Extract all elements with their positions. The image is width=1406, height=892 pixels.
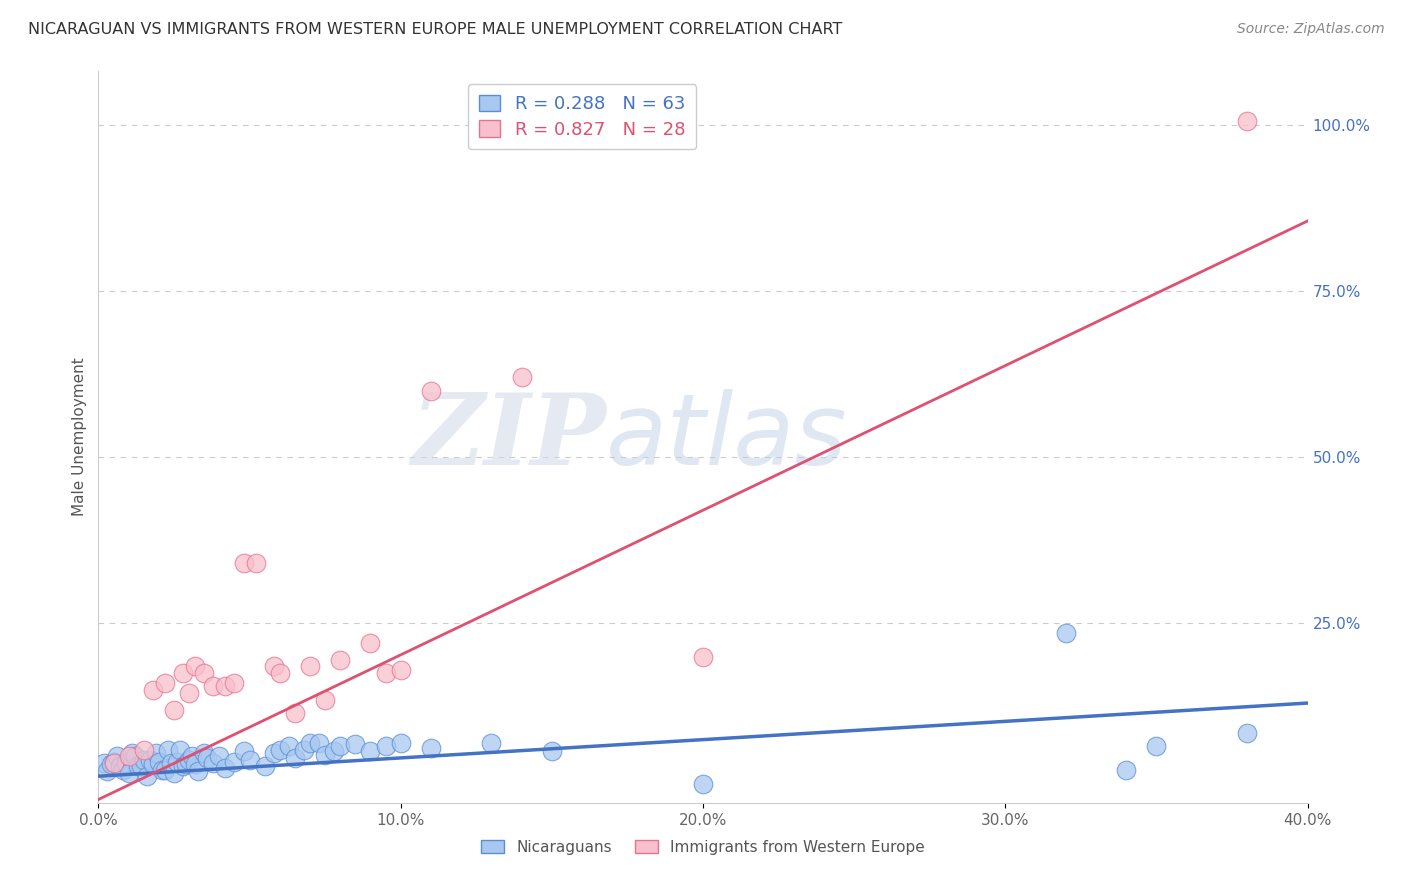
- Y-axis label: Male Unemployment: Male Unemployment: [72, 358, 87, 516]
- Point: [142, 682, 165, 697]
- Point: [374, 739, 396, 754]
- Point: [374, 666, 396, 681]
- Point: [121, 746, 143, 760]
- Point: [481, 736, 503, 750]
- Point: [269, 742, 291, 756]
- Point: [100, 757, 122, 772]
- Point: [314, 692, 336, 706]
- Point: [329, 653, 352, 667]
- Point: [105, 749, 128, 764]
- Point: [292, 742, 315, 756]
- Point: [172, 759, 194, 773]
- Point: [145, 746, 167, 760]
- Point: [540, 744, 562, 758]
- Text: Source: ZipAtlas.com: Source: ZipAtlas.com: [1237, 22, 1385, 37]
- Point: [150, 763, 173, 777]
- Point: [245, 557, 267, 571]
- Point: [299, 736, 322, 750]
- Point: [169, 742, 191, 756]
- Point: [193, 666, 215, 681]
- Point: [389, 736, 412, 750]
- Point: [174, 757, 197, 772]
- Point: [142, 757, 165, 772]
- Point: [193, 746, 215, 760]
- Text: ZIP: ZIP: [412, 389, 606, 485]
- Point: [184, 757, 207, 772]
- Point: [224, 676, 246, 690]
- Point: [160, 756, 183, 770]
- Text: atlas: atlas: [606, 389, 848, 485]
- Point: [208, 749, 231, 764]
- Point: [263, 746, 285, 760]
- Point: [1115, 763, 1137, 777]
- Point: [202, 680, 225, 694]
- Point: [127, 759, 149, 773]
- Point: [239, 753, 262, 767]
- Point: [148, 755, 170, 769]
- Point: [184, 659, 207, 673]
- Point: [93, 756, 115, 770]
- Point: [299, 659, 322, 673]
- Point: [344, 737, 367, 751]
- Point: [232, 744, 254, 758]
- Point: [139, 753, 162, 767]
- Point: [214, 680, 236, 694]
- Point: [214, 761, 236, 775]
- Point: [96, 764, 118, 778]
- Point: [202, 756, 225, 770]
- Point: [308, 736, 330, 750]
- Point: [232, 557, 254, 571]
- Point: [124, 749, 146, 764]
- Point: [420, 741, 443, 756]
- Point: [269, 666, 291, 681]
- Point: [510, 370, 533, 384]
- Point: [284, 706, 307, 720]
- Point: [114, 756, 136, 770]
- Text: NICARAGUAN VS IMMIGRANTS FROM WESTERN EUROPE MALE UNEMPLOYMENT CORRELATION CHART: NICARAGUAN VS IMMIGRANTS FROM WESTERN EU…: [28, 22, 842, 37]
- Point: [103, 756, 125, 770]
- Point: [166, 755, 188, 769]
- Point: [135, 769, 157, 783]
- Point: [179, 753, 201, 767]
- Point: [277, 739, 299, 754]
- Legend: Nicaraguans, Immigrants from Western Europe: Nicaraguans, Immigrants from Western Eur…: [475, 834, 931, 861]
- Point: [692, 777, 714, 791]
- Point: [263, 659, 285, 673]
- Point: [163, 703, 186, 717]
- Point: [187, 764, 209, 778]
- Point: [389, 663, 412, 677]
- Point: [314, 747, 336, 762]
- Point: [224, 755, 246, 769]
- Point: [132, 753, 155, 767]
- Point: [103, 755, 125, 769]
- Point: [692, 649, 714, 664]
- Point: [323, 744, 346, 758]
- Point: [111, 763, 134, 777]
- Point: [1236, 114, 1258, 128]
- Point: [284, 750, 307, 764]
- Point: [156, 742, 179, 756]
- Point: [153, 676, 176, 690]
- Point: [329, 739, 352, 754]
- Point: [253, 759, 276, 773]
- Point: [181, 749, 204, 764]
- Point: [360, 636, 382, 650]
- Point: [163, 765, 186, 780]
- Point: [132, 742, 155, 756]
- Point: [179, 686, 201, 700]
- Point: [153, 763, 176, 777]
- Point: [172, 666, 194, 681]
- Point: [108, 759, 131, 773]
- Point: [1144, 739, 1167, 754]
- Point: [420, 384, 443, 398]
- Point: [1054, 626, 1077, 640]
- Point: [195, 750, 218, 764]
- Point: [360, 744, 382, 758]
- Point: [1236, 726, 1258, 740]
- Point: [129, 759, 152, 773]
- Point: [118, 749, 141, 764]
- Point: [118, 765, 141, 780]
